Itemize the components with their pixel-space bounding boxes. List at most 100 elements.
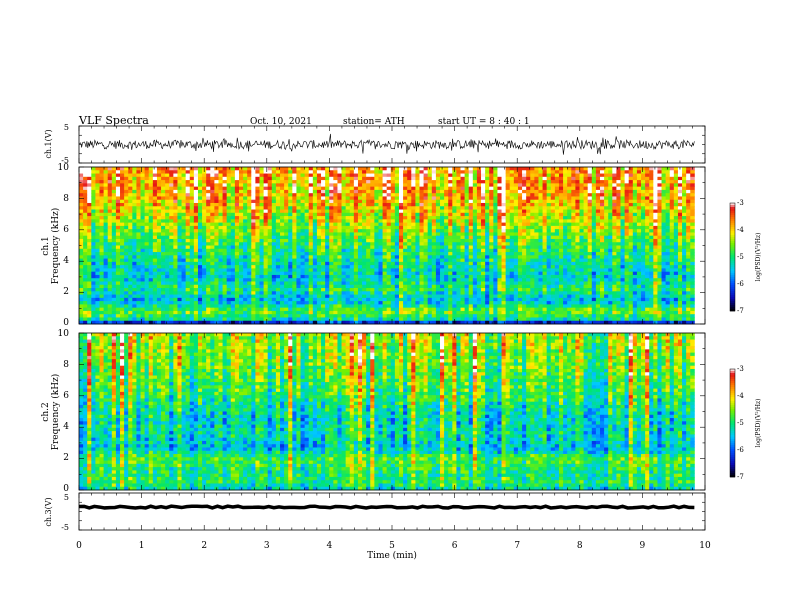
ch1-spectrogram-cell (206, 284, 211, 289)
ch1-spectrogram-cell (263, 173, 269, 178)
ch1-spectrogram-cell (497, 268, 502, 273)
ch1-spectrogram-cell (230, 271, 236, 276)
ch1-spectrogram-cell (193, 261, 199, 266)
ch1-spectrogram-cell (206, 310, 211, 315)
ch1-spectrogram-cell (468, 206, 474, 210)
ch1-spectrogram-cell (259, 186, 265, 191)
ch1-spectrogram-cell (292, 189, 297, 194)
ch1-spectrogram-cell (497, 291, 502, 295)
ch1-spectrogram-cell (230, 222, 236, 227)
ch1-spectrogram-cell (489, 176, 494, 181)
ch1-spectrogram-cell (87, 219, 92, 223)
ch1-spectrogram-cell (156, 189, 162, 194)
ch1-spectrogram-cell (107, 301, 113, 305)
ch1-spectrogram-cell (374, 216, 379, 220)
ch1-spectrogram-cell (124, 304, 129, 309)
ch1-spectrogram-cell (403, 235, 408, 240)
ch1-spectrogram-cell (193, 189, 199, 194)
ch1-spectrogram-cell (419, 235, 424, 240)
ch1-spectrogram-cell (247, 219, 252, 223)
ch1-spectrogram-cell (181, 196, 187, 201)
ch1-spectrogram-cell (415, 232, 420, 237)
ch1-spectrogram-cell (275, 291, 281, 295)
ch1-spectrogram-cell (128, 189, 133, 194)
ch1-spectrogram-cell (308, 248, 314, 253)
ch1-spectrogram-cell (489, 252, 494, 256)
ch1-spectrogram-cell (325, 235, 330, 240)
ch1-spectrogram-cell (156, 235, 162, 240)
ch1-spectrogram-cell (120, 281, 125, 286)
ch1-spectrogram-cell (357, 265, 363, 269)
ch1-spectrogram-cell (398, 238, 404, 243)
ch1-spectrogram-cell (152, 284, 158, 289)
ch1-spectrogram-cell (321, 255, 326, 259)
ch1-spectrogram-cell (357, 278, 363, 282)
ch1-spectrogram-cell (144, 225, 150, 230)
ch1-spectrogram-cell (120, 291, 125, 295)
ch1-spectrogram-cell (214, 278, 219, 282)
ch1-spectrogram-cell (419, 288, 424, 292)
ch1-spectrogram-cell (193, 294, 199, 299)
ch1-spectrogram-cell (476, 180, 482, 184)
ch1-spectrogram-cell (415, 261, 420, 266)
ch1-spectrogram-cell (226, 261, 232, 266)
ch1-spectrogram-cell (226, 255, 232, 259)
ch1-spectrogram-cell (222, 196, 228, 201)
ch1-spectrogram-cell (263, 268, 269, 273)
ch1-spectrogram-cell (464, 189, 470, 194)
ch1-spectrogram-cell (419, 170, 424, 174)
ch1-spectrogram-cell (202, 255, 207, 259)
ch1-spectrogram-cell (411, 258, 416, 263)
ch1-spectrogram-cell (222, 297, 228, 302)
ch1-spectrogram-cell (333, 317, 338, 322)
ch1-spectrogram-cell (419, 271, 424, 276)
ch1-spectrogram-cell (337, 297, 342, 302)
ch1-spectrogram-cell (296, 245, 301, 250)
ch1-spectrogram-cell (456, 248, 461, 253)
ch1-spectrogram-cell (329, 310, 334, 315)
ch1-spectrogram-cell (111, 320, 117, 325)
ch1-spectrogram-cell (333, 238, 338, 243)
ch1-spectrogram-cell (362, 216, 367, 220)
ch1-spectrogram-cell (300, 317, 306, 322)
ch1-spectrogram-cell (255, 199, 260, 204)
ch1-spectrogram-cell (202, 281, 207, 286)
ch1-spectrogram-cell (234, 255, 240, 259)
ch1-spectrogram-cell (263, 186, 269, 191)
ch1-spectrogram-cell (485, 222, 490, 227)
ch1-spectrogram-cell (267, 196, 273, 201)
ch1-spectrogram-cell (374, 209, 379, 214)
ch1-spectrogram-cell (165, 314, 170, 318)
ch1-spectrogram-cell (193, 242, 199, 246)
ch1-spectrogram-cell (456, 235, 461, 240)
ch1-spectrogram-cell (337, 274, 342, 279)
ch1-spectrogram-cell (374, 304, 379, 309)
ch1-spectrogram-cell (214, 238, 219, 243)
ch1-spectrogram-cell (156, 271, 162, 276)
ch1-spectrogram-cell (210, 186, 215, 191)
ch1-spectrogram-cell (308, 261, 314, 266)
ch1-spectrogram-cell (497, 320, 502, 325)
ch1-spectrogram-cell (156, 258, 162, 263)
ch1-spectrogram-cell (148, 186, 154, 191)
ch1-spectrogram-cell (423, 252, 429, 256)
ch1-spectrogram-cell (435, 189, 441, 194)
ch1-spectrogram-cell (243, 307, 248, 312)
ch1-spectrogram-cell (296, 222, 301, 227)
ch1-spectrogram-cell (460, 291, 466, 295)
ch1-spectrogram-cell (378, 271, 383, 276)
ch1-spectrogram-cell (316, 225, 322, 230)
ch1-spectrogram-cell (156, 288, 162, 292)
ch1-spectrogram-cell (444, 189, 449, 194)
ch1-spectrogram-cell (316, 281, 322, 286)
ch1-spectrogram-cell (156, 245, 162, 250)
ch1-spectrogram-cell (493, 216, 498, 220)
ch1-spectrogram-cell (440, 229, 445, 233)
ch1-spectrogram-cell (197, 167, 203, 171)
ch1-spectrogram-cell (464, 216, 470, 220)
ch1-spectrogram-cell (312, 219, 318, 223)
ch1-spectrogram-cell (136, 304, 141, 309)
ch1-spectrogram-cell (440, 294, 445, 299)
ch1-spectrogram-cell (193, 304, 199, 309)
ch1-spectrogram-cell (411, 248, 416, 253)
